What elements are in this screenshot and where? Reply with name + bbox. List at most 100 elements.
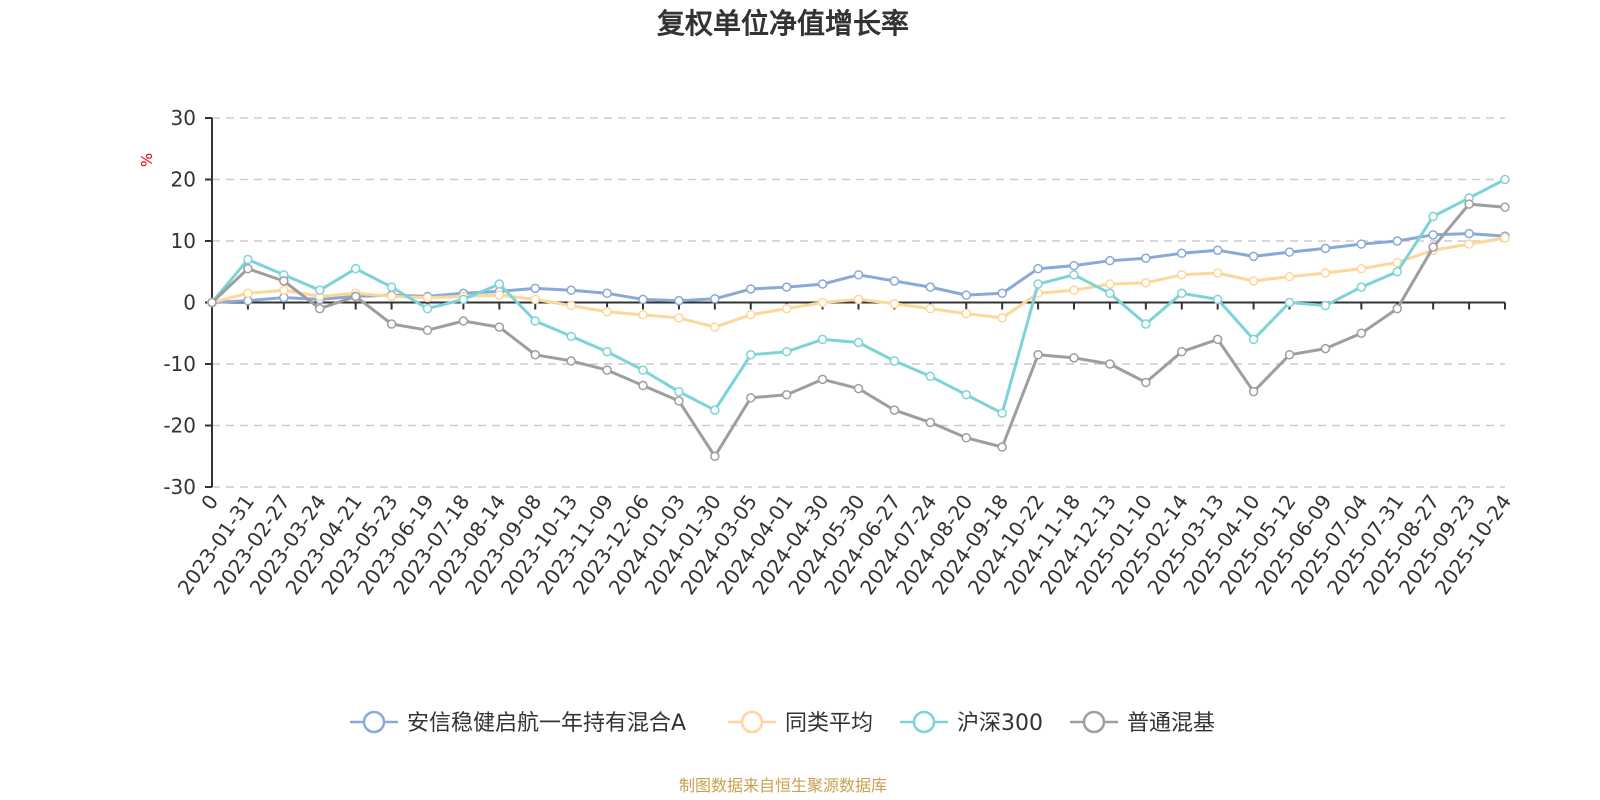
series-3-point: [1428, 242, 1438, 252]
series-2-point: [422, 303, 433, 314]
series-2-point: [1356, 282, 1367, 292]
legend-swatch-marker: [1082, 710, 1106, 734]
series-2-point: [925, 371, 936, 382]
legend-item-2[interactable]: 沪深300: [900, 710, 1043, 736]
chart-title: 复权单位净值增长率: [657, 7, 909, 40]
series-2-point: [530, 316, 540, 326]
series-2-point: [853, 337, 864, 348]
series-2-point: [1177, 288, 1187, 299]
series-0-point: [1320, 243, 1331, 254]
y-tick-label: 0: [183, 291, 196, 315]
series-3-point: [1033, 350, 1043, 360]
series-1-point: [1500, 233, 1510, 243]
y-tick-label: -20: [163, 414, 196, 438]
series-2-point: [1392, 267, 1402, 277]
series-0-point: [1284, 247, 1295, 257]
series-3-point: [853, 383, 864, 394]
series-2-point: [350, 263, 361, 274]
series-0-point: [1464, 228, 1474, 239]
series-1-point: [781, 303, 792, 314]
legend-swatch-marker: [362, 710, 386, 734]
legend-label: 同类平均: [785, 711, 873, 736]
series-1-point: [1392, 257, 1402, 268]
series-3-point: [279, 276, 289, 286]
series-2-point: [1284, 297, 1295, 308]
series-0-point: [638, 294, 648, 305]
series-1-point: [889, 298, 900, 309]
legend-label: 沪深300: [957, 711, 1043, 736]
series-3-point: [1284, 350, 1295, 360]
series-1-point: [674, 313, 684, 323]
legend-item-1[interactable]: 同类平均: [728, 710, 873, 736]
series-3-point: [1248, 386, 1259, 397]
series-1-point: [1356, 263, 1367, 274]
series-0-point: [1356, 239, 1367, 249]
y-tick-label: -30: [163, 475, 196, 499]
series-3-point: [710, 451, 720, 461]
series-2-point: [889, 356, 900, 366]
series-1-point: [817, 297, 828, 308]
series-0-point: [853, 270, 864, 280]
series-3-point: [566, 356, 576, 366]
series-layer: [207, 174, 1510, 461]
series-0-point: [1069, 260, 1079, 271]
series-3-point: [458, 316, 469, 326]
series-0-point: [889, 276, 900, 286]
series-0-point: [746, 284, 756, 294]
series-3-point: [746, 393, 756, 403]
series-3-point: [350, 291, 361, 302]
series-line-0: [211, 232, 1506, 304]
series-3-point: [1069, 353, 1079, 363]
series-1-point: [997, 313, 1007, 323]
series-2-point: [961, 390, 971, 400]
series-1-point: [566, 300, 576, 311]
series-3-point: [674, 396, 684, 406]
series-3-point: [1392, 303, 1402, 314]
x-tick-label: 0: [196, 490, 223, 514]
series-2-point: [1033, 279, 1043, 289]
series-1-point: [422, 292, 433, 303]
legend-item-3[interactable]: 普通混基: [1070, 710, 1215, 736]
series-2-point: [458, 294, 469, 305]
series-2-point: [1428, 211, 1438, 222]
series-3-point: [1105, 359, 1115, 369]
series-3-point: [243, 263, 253, 274]
legend-swatch-marker: [740, 710, 764, 734]
series-0-point: [1428, 230, 1438, 240]
series-2-point: [602, 346, 612, 357]
series-3-point: [961, 433, 971, 443]
y-axis-label: %: [138, 153, 156, 167]
series-3-point: [781, 390, 792, 400]
series-3-point: [1212, 334, 1223, 345]
y-tick-label: 10: [171, 229, 196, 253]
series-2-point: [1105, 288, 1115, 299]
series-2-point: [1320, 300, 1331, 311]
series-1-point: [961, 308, 971, 319]
legend[interactable]: 安信稳健启航一年持有混合A 同类平均 沪深300 普通混基: [350, 710, 1215, 736]
series-1-point: [279, 285, 289, 295]
series-1-point: [530, 294, 540, 305]
series-2-point: [243, 254, 253, 265]
legend-swatch-marker: [912, 710, 936, 734]
series-2-point: [1069, 270, 1079, 280]
series-3-point: [1356, 328, 1367, 338]
series-0-point: [997, 288, 1007, 299]
series-0-point: [925, 282, 936, 292]
series-3-point: [315, 303, 325, 314]
y-tick-label: 20: [171, 168, 196, 192]
legend-item-0[interactable]: 安信稳健启航一年持有混合A: [350, 710, 686, 736]
series-0-point: [961, 290, 971, 300]
series-3-point: [1464, 199, 1474, 209]
series-3-point: [494, 322, 505, 332]
series-3-point: [925, 417, 936, 428]
series-2-point: [494, 279, 505, 289]
series-2-point: [746, 350, 756, 360]
series-3-point: [386, 319, 397, 329]
series-1-point: [710, 322, 720, 332]
series-3-point: [997, 442, 1007, 452]
series-1-point: [1212, 268, 1223, 278]
series-0-point: [1141, 253, 1151, 263]
series-0-point: [674, 295, 684, 306]
series-0-point: [1392, 236, 1402, 246]
